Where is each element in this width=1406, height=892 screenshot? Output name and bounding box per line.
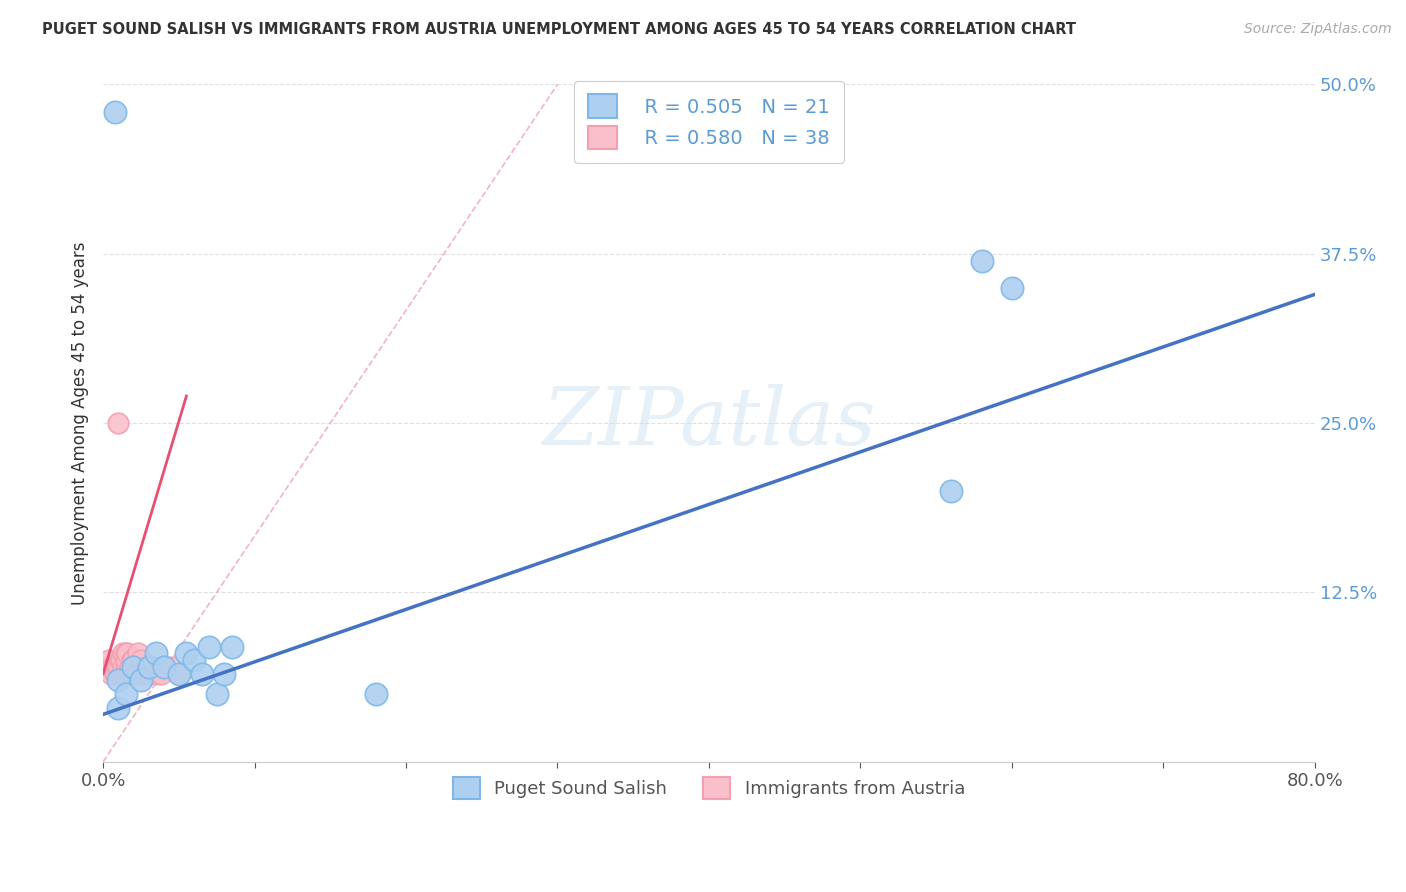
Point xyxy=(205,687,228,701)
Point xyxy=(104,666,127,681)
Point xyxy=(190,666,212,681)
Text: Source: ZipAtlas.com: Source: ZipAtlas.com xyxy=(1244,22,1392,37)
Point xyxy=(160,660,183,674)
Point xyxy=(115,687,138,701)
Point xyxy=(97,660,120,674)
Point xyxy=(364,687,387,701)
Point xyxy=(138,660,160,674)
Point xyxy=(145,647,167,661)
Point xyxy=(129,653,152,667)
Point xyxy=(152,660,174,674)
Point xyxy=(129,673,152,688)
Point xyxy=(118,666,141,681)
Point xyxy=(176,647,198,661)
Point xyxy=(101,660,124,674)
Point xyxy=(135,660,157,674)
Point xyxy=(107,700,129,714)
Point xyxy=(941,483,963,498)
Point xyxy=(107,416,129,430)
Point xyxy=(111,647,134,661)
Point xyxy=(107,673,129,688)
Point xyxy=(214,666,236,681)
Point xyxy=(105,660,128,674)
Point xyxy=(107,660,129,674)
Point xyxy=(115,653,138,667)
Text: ZIPatlas: ZIPatlas xyxy=(543,384,876,462)
Point xyxy=(152,660,174,674)
Point xyxy=(122,660,145,674)
Point xyxy=(125,666,148,681)
Y-axis label: Unemployment Among Ages 45 to 54 years: Unemployment Among Ages 45 to 54 years xyxy=(72,242,89,605)
Point xyxy=(149,666,172,681)
Point xyxy=(115,660,138,674)
Point xyxy=(141,660,163,674)
Point xyxy=(104,104,127,119)
Point xyxy=(129,666,152,681)
Point xyxy=(111,660,134,674)
Point xyxy=(121,653,143,667)
Point xyxy=(122,653,145,667)
Point xyxy=(970,253,993,268)
Point xyxy=(138,666,160,681)
Point xyxy=(110,653,132,667)
Point xyxy=(221,640,243,654)
Point xyxy=(198,640,221,654)
Point xyxy=(112,666,135,681)
Point xyxy=(108,653,131,667)
Point xyxy=(120,660,142,674)
Point xyxy=(167,666,190,681)
Point xyxy=(100,666,122,681)
Point xyxy=(183,653,205,667)
Point xyxy=(145,666,167,681)
Text: PUGET SOUND SALISH VS IMMIGRANTS FROM AUSTRIA UNEMPLOYMENT AMONG AGES 45 TO 54 Y: PUGET SOUND SALISH VS IMMIGRANTS FROM AU… xyxy=(42,22,1076,37)
Point xyxy=(167,666,190,681)
Point xyxy=(103,660,125,674)
Point xyxy=(115,647,138,661)
Point xyxy=(110,666,132,681)
Point xyxy=(1001,280,1024,294)
Point xyxy=(132,666,155,681)
Point xyxy=(117,647,139,661)
Point xyxy=(98,653,121,667)
Point xyxy=(122,666,145,681)
Point xyxy=(122,660,145,674)
Legend: Puget Sound Salish, Immigrants from Austria: Puget Sound Salish, Immigrants from Aust… xyxy=(439,763,980,814)
Point xyxy=(127,647,149,661)
